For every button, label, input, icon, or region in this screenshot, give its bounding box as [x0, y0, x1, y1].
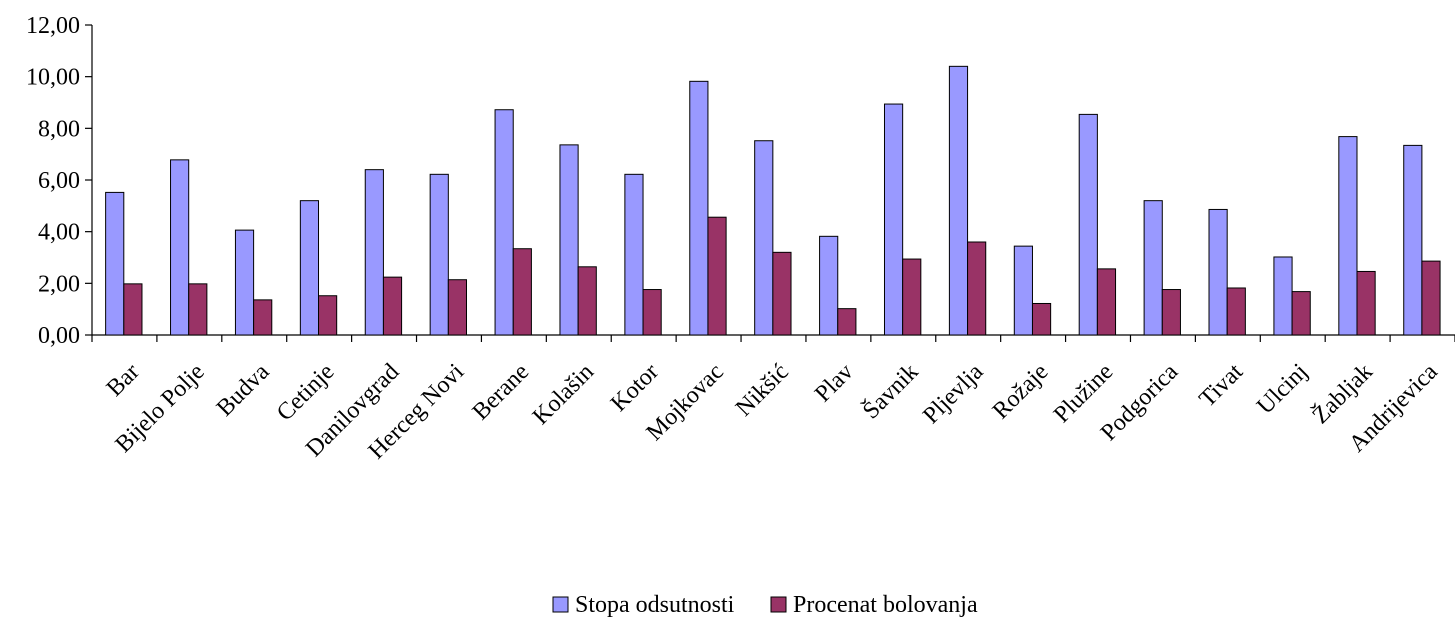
category-label: Budva: [212, 359, 275, 422]
category-label: Bar: [102, 359, 145, 402]
bar-stopa-odsutnosti: [364, 169, 384, 336]
legend-label: Stopa odsutnosti: [575, 592, 735, 618]
bar-stopa-odsutnosti: [819, 235, 839, 336]
bar-procenat-bolovanja: [1291, 291, 1311, 336]
bar-procenat-bolovanja: [837, 308, 857, 336]
bar-stopa-odsutnosti: [559, 144, 579, 336]
bar-stopa-odsutnosti: [689, 80, 709, 336]
bar-procenat-bolovanja: [382, 276, 403, 336]
y-tick-label: 8,00: [38, 116, 80, 142]
bar-stopa-odsutnosti: [1338, 136, 1358, 336]
category-label: Kotor: [606, 359, 664, 417]
legend: Stopa odsutnosti Procenat bolovanja: [552, 592, 978, 618]
y-tick-label: 0,00: [38, 323, 80, 349]
bar-stopa-odsutnosti: [1403, 144, 1423, 336]
legend-label: Procenat bolovanja: [793, 592, 978, 618]
category-label: Nikšić: [731, 359, 794, 422]
category-label: Berane: [468, 359, 534, 425]
bar-stopa-odsutnosti: [624, 173, 644, 336]
category-label: Rožaje: [988, 359, 1054, 425]
bar-stopa-odsutnosti: [170, 159, 190, 336]
bar-stopa-odsutnosti: [234, 229, 255, 336]
legend-swatch: [552, 596, 569, 613]
y-tick-label: 12,00: [26, 13, 80, 39]
y-tick-label: 6,00: [38, 168, 80, 194]
bar-procenat-bolovanja: [447, 279, 468, 336]
bar-procenat-bolovanja: [253, 299, 273, 336]
bar-stopa-odsutnosti: [429, 173, 449, 336]
bar-procenat-bolovanja: [512, 248, 532, 336]
bar-stopa-odsutnosti: [754, 140, 774, 336]
bar-procenat-bolovanja: [1096, 268, 1117, 336]
bar-stopa-odsutnosti: [299, 200, 320, 336]
bar-stopa-odsutnosti: [1078, 113, 1098, 336]
category-label: Kolašin: [528, 359, 599, 430]
bar-stopa-odsutnosti: [105, 191, 125, 336]
y-tick-label: 4,00: [38, 220, 80, 246]
y-tick-label: 10,00: [26, 65, 80, 91]
category-label: Tivat: [1194, 359, 1248, 413]
bar-stopa-odsutnosti: [1143, 200, 1163, 336]
bar-procenat-bolovanja: [1226, 287, 1246, 336]
bar-procenat-bolovanja: [707, 216, 727, 336]
category-label: Šavnik: [857, 358, 923, 424]
bar-procenat-bolovanja: [123, 283, 143, 336]
bar-procenat-bolovanja: [1421, 260, 1441, 336]
bar-stopa-odsutnosti: [1208, 208, 1228, 336]
bar-procenat-bolovanja: [902, 258, 922, 336]
category-label: Ulcinj: [1252, 359, 1313, 420]
category-label: Plav: [810, 359, 859, 408]
bar-procenat-bolovanja: [1031, 302, 1052, 336]
bar-stopa-odsutnosti: [1013, 245, 1033, 336]
bar-procenat-bolovanja: [1356, 270, 1376, 336]
bar-procenat-bolovanja: [642, 289, 662, 336]
legend-swatch: [770, 596, 787, 613]
bar-stopa-odsutnosti: [883, 103, 904, 336]
bar-procenat-bolovanja: [318, 295, 338, 336]
y-axis: 0,00 2,00 4,00 6,00 8,00 10,00 12,00: [26, 13, 93, 349]
y-tick-label: 2,00: [38, 271, 80, 297]
bar-procenat-bolovanja: [967, 241, 987, 336]
bars: [105, 65, 1441, 336]
bar-stopa-odsutnosti: [1273, 256, 1293, 336]
bar-procenat-bolovanja: [188, 283, 208, 336]
bar-procenat-bolovanja: [577, 266, 597, 336]
bar-stopa-odsutnosti: [948, 65, 969, 336]
bar-procenat-bolovanja: [1161, 289, 1181, 336]
bar-procenat-bolovanja: [772, 251, 792, 336]
category-label: Pljevlja: [918, 359, 988, 429]
bar-stopa-odsutnosti: [494, 109, 514, 336]
x-axis: [91, 334, 1455, 342]
